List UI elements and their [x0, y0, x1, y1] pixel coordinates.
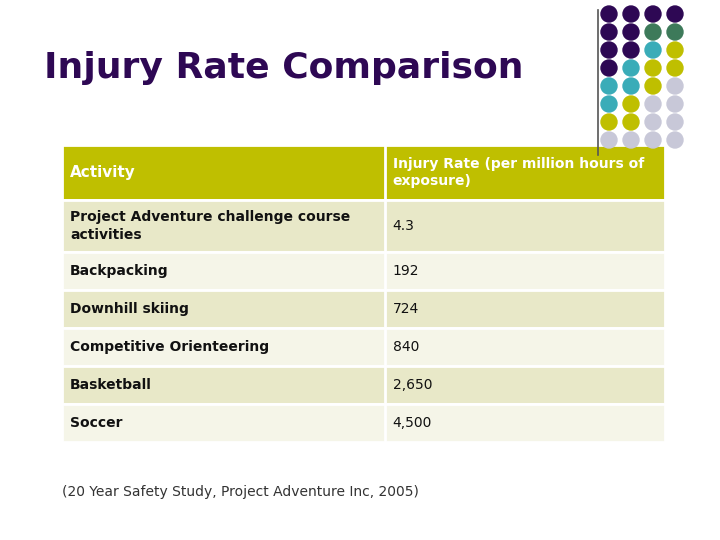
Text: (20 Year Safety Study, Project Adventure Inc, 2005): (20 Year Safety Study, Project Adventure…: [62, 485, 419, 499]
Text: Activity: Activity: [70, 165, 136, 180]
Circle shape: [667, 78, 683, 94]
Circle shape: [601, 96, 617, 112]
Circle shape: [667, 42, 683, 58]
Circle shape: [645, 78, 661, 94]
Text: 840: 840: [392, 340, 419, 354]
Circle shape: [667, 114, 683, 130]
FancyBboxPatch shape: [62, 328, 665, 366]
FancyBboxPatch shape: [62, 200, 665, 252]
Circle shape: [667, 60, 683, 76]
Text: Soccer: Soccer: [70, 416, 122, 430]
Circle shape: [601, 24, 617, 40]
Circle shape: [601, 132, 617, 148]
FancyBboxPatch shape: [62, 404, 665, 442]
Text: 2,650: 2,650: [392, 378, 432, 392]
Circle shape: [601, 6, 617, 22]
Circle shape: [601, 78, 617, 94]
Circle shape: [623, 78, 639, 94]
Text: 4,500: 4,500: [392, 416, 432, 430]
Text: Injury Rate Comparison: Injury Rate Comparison: [44, 51, 523, 85]
Circle shape: [667, 6, 683, 22]
Circle shape: [601, 42, 617, 58]
Text: 192: 192: [392, 264, 419, 278]
Circle shape: [623, 42, 639, 58]
FancyBboxPatch shape: [62, 290, 665, 328]
Circle shape: [601, 114, 617, 130]
Circle shape: [645, 42, 661, 58]
Circle shape: [667, 96, 683, 112]
Circle shape: [645, 114, 661, 130]
Circle shape: [667, 24, 683, 40]
FancyBboxPatch shape: [62, 252, 665, 290]
Circle shape: [623, 114, 639, 130]
Text: 724: 724: [392, 302, 419, 316]
Circle shape: [623, 24, 639, 40]
Circle shape: [645, 24, 661, 40]
Circle shape: [667, 132, 683, 148]
Circle shape: [623, 60, 639, 76]
Circle shape: [645, 60, 661, 76]
Circle shape: [623, 132, 639, 148]
Circle shape: [645, 96, 661, 112]
Text: Project Adventure challenge course
activities: Project Adventure challenge course activ…: [70, 211, 350, 241]
Circle shape: [623, 6, 639, 22]
Text: 4.3: 4.3: [392, 219, 415, 233]
FancyBboxPatch shape: [62, 145, 665, 200]
Text: Injury Rate (per million hours of
exposure): Injury Rate (per million hours of exposu…: [392, 157, 644, 188]
Text: Downhill skiing: Downhill skiing: [70, 302, 189, 316]
Circle shape: [645, 6, 661, 22]
Circle shape: [645, 132, 661, 148]
FancyBboxPatch shape: [62, 366, 665, 404]
Text: Competitive Orienteering: Competitive Orienteering: [70, 340, 269, 354]
Circle shape: [623, 96, 639, 112]
Text: Backpacking: Backpacking: [70, 264, 168, 278]
Circle shape: [601, 60, 617, 76]
Text: Basketball: Basketball: [70, 378, 152, 392]
